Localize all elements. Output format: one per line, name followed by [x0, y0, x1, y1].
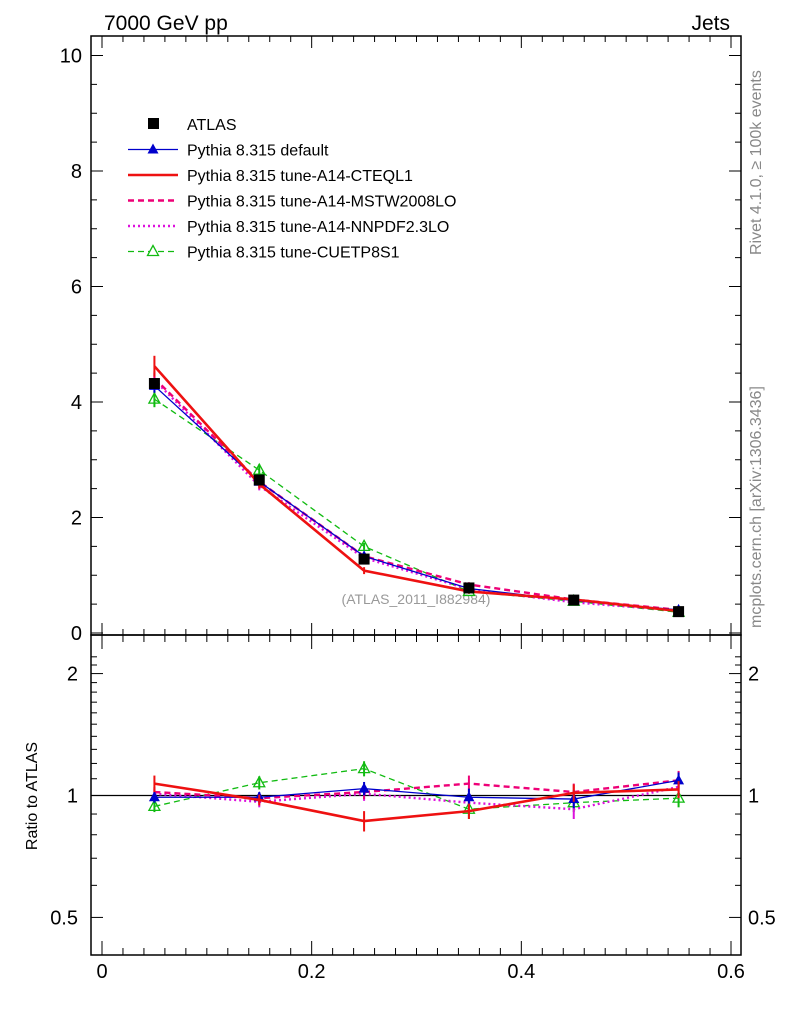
main-ytick-label: 0 [71, 623, 82, 645]
main-data-point [673, 606, 685, 618]
ratio-series-4 [147, 761, 686, 819]
ratio-series-2 [153, 770, 680, 804]
ratio-series-line [154, 779, 679, 800]
legend-marker-open-triangle [146, 244, 160, 257]
analysis-label: (ATLAS_2011_I882984) [342, 591, 491, 607]
main-series-4 [153, 373, 680, 612]
legend: ATLAS Pythia 8.315 default Pythia 8.315 tu… [128, 117, 456, 262]
main-series-line [153, 379, 679, 612]
main-series-1 [148, 378, 685, 614]
ratio-point [357, 761, 371, 774]
ratio-frame [90, 634, 742, 956]
ratio-xtick-label: 0.2 [298, 961, 326, 983]
ratio-ytick-label-right: 0.5 [748, 907, 776, 929]
legend-item: Pythia 8.315 default [128, 143, 329, 160]
main-ytick-label: 2 [71, 508, 82, 530]
main-series-line [153, 377, 679, 612]
main-mc-point [147, 391, 162, 404]
legend-marker-triangle [147, 143, 159, 154]
main-series-line [154, 398, 679, 613]
ratio-series-1 [153, 775, 680, 832]
main-data-point [568, 594, 580, 606]
legend-item: Pythia 8.315 tune-CUETP8S1 [128, 244, 400, 262]
main-data-point [463, 582, 475, 594]
legend-item: Pythia 8.315 tune-A14-NNPDF2.3LO [128, 219, 449, 236]
ratio-ytick-label: 0.5 [50, 907, 78, 929]
main-series-0 [148, 378, 685, 618]
main-mc-point [252, 462, 266, 475]
ratio-ytick-label: 2 [67, 664, 78, 686]
ratio-ytick-label: 1 [67, 786, 78, 808]
main-series-line [153, 385, 679, 611]
main-series-group [147, 355, 686, 618]
legend-label: Pythia 8.315 tune-A14-CTEQL1 [187, 168, 413, 185]
header-left: 7000 GeV pp [104, 12, 228, 35]
legend-label: ATLAS [187, 117, 237, 134]
ratio-point [252, 775, 266, 788]
main-data-point [148, 378, 160, 390]
legend-label: Pythia 8.315 tune-A14-NNPDF2.3LO [187, 219, 449, 236]
legend-label: Pythia 8.315 tune-CUETP8S1 [187, 245, 400, 262]
main-panel: 0 2 4 6 8 10 [60, 36, 741, 645]
main-ytick-label: 8 [71, 161, 82, 183]
main-series-line [153, 365, 679, 613]
main-ytick-label: 4 [71, 392, 82, 414]
header-right: Jets [691, 12, 730, 35]
ratio-point [148, 791, 160, 802]
main-series-3 [153, 371, 680, 612]
ratio-xtick-label: 0.4 [507, 961, 535, 983]
main-data-point [253, 474, 265, 486]
ratio-point [147, 799, 162, 812]
ratio-series-line [154, 785, 679, 811]
ratio-point [671, 790, 686, 803]
main-data-point [358, 553, 370, 565]
main-ytick-label: 10 [60, 46, 82, 68]
ratio-xtick-label: 0 [96, 961, 107, 983]
rivet-label: Rivet 4.1.0, ≥ 100k events [748, 70, 765, 255]
legend-item: Pythia 8.315 tune-A14-MSTW2008LO [128, 194, 456, 211]
ratio-point [358, 782, 370, 793]
ratio-series-group [147, 761, 686, 832]
ratio-ytick-label-right: 2 [748, 664, 759, 686]
main-ytick-label: 6 [71, 277, 82, 299]
ratio-series-3 [153, 777, 680, 819]
legend-item: ATLAS [148, 117, 237, 134]
ratio-point [673, 774, 685, 785]
mcplots-label: mcplots.cern.ch [arXiv:1306.3436] [748, 386, 765, 628]
main-series-5 [147, 391, 686, 617]
ratio-point [463, 791, 475, 802]
legend-label: Pythia 8.315 tune-A14-MSTW2008LO [187, 194, 456, 211]
ratio-series-line [154, 782, 679, 823]
legend-label: Pythia 8.315 default [187, 143, 329, 160]
ratio-ytick-label-right: 1 [748, 786, 759, 808]
ratio-ylabel: Ratio to ATLAS [24, 742, 41, 850]
legend-item: Pythia 8.315 tune-A14-CTEQL1 [128, 168, 413, 185]
legend-marker-square [148, 118, 159, 129]
ratio-xtick-label: 0.6 [717, 961, 745, 983]
